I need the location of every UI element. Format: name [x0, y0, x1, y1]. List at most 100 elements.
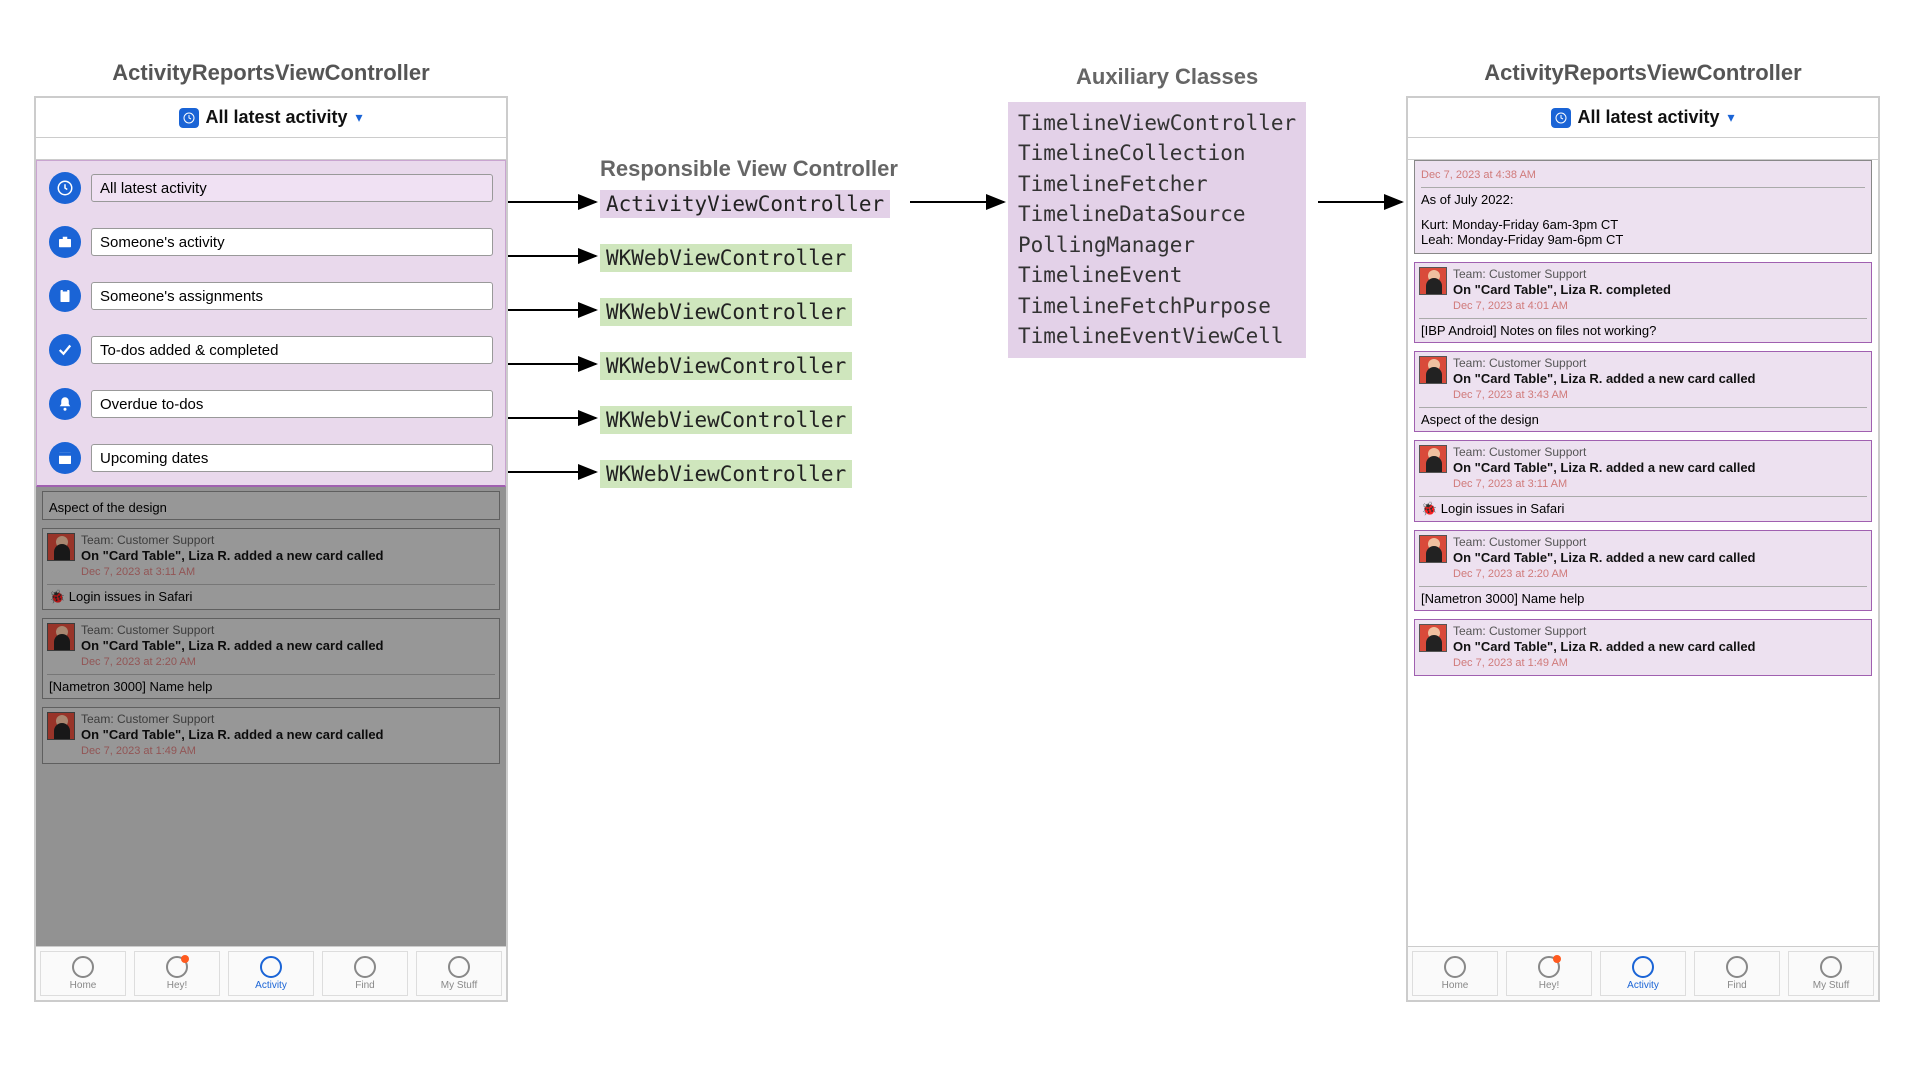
- check-icon: [49, 334, 81, 366]
- dropdown-label: All latest activity: [91, 174, 493, 202]
- feed-row[interactable]: Team: Customer Support On "Card Table", …: [1414, 530, 1872, 611]
- feed-team: Team: Customer Support: [81, 623, 384, 638]
- bell-icon: [49, 388, 81, 420]
- feed-row[interactable]: Team: Customer Support On "Card Table", …: [1414, 619, 1872, 676]
- feed-row[interactable]: Team: Customer Support On "Card Table", …: [1414, 351, 1872, 432]
- feed-row[interactable]: Team: Customer Support On "Card Table", …: [1414, 440, 1872, 522]
- dropdown-item-todos[interactable]: To-dos added & completed: [37, 323, 505, 377]
- feed-main: On "Card Table", Liza R. added a new car…: [81, 727, 384, 743]
- asof-line1: Kurt: Monday-Friday 6am-3pm CT: [1421, 217, 1865, 232]
- dropdown-label: To-dos added & completed: [91, 336, 493, 364]
- tab-label: Activity: [1627, 980, 1659, 991]
- feed-team: Team: Customer Support: [1453, 356, 1756, 371]
- chevron-down-icon[interactable]: ▾: [1728, 109, 1735, 126]
- tab-find[interactable]: Find: [1694, 951, 1780, 996]
- tab-label: Find: [1727, 980, 1746, 991]
- avatar: [1419, 535, 1447, 563]
- feed-team: Team: Customer Support: [81, 533, 384, 548]
- feed-body: 🐞 Login issues in Safari: [1419, 496, 1867, 517]
- clock-icon: [49, 172, 81, 204]
- feed-team: Team: Customer Support: [81, 712, 384, 727]
- feed-body: Aspect of the design: [47, 496, 495, 515]
- dropdown-item-someones-assignments[interactable]: Someone's assignments: [37, 269, 505, 323]
- dropdown-label: Overdue to-dos: [91, 390, 493, 418]
- topbar-label[interactable]: All latest activity: [205, 107, 347, 128]
- feed-main: On "Card Table", Liza R. added a new car…: [81, 548, 384, 564]
- tab-hey[interactable]: Hey!: [1506, 951, 1592, 996]
- feed-main: On "Card Table", Liza R. added a new car…: [1453, 550, 1756, 566]
- topbar: All latest activity ▾: [36, 98, 506, 138]
- aux-class: PollingManager: [1018, 230, 1296, 260]
- activity-tab-icon: [1632, 956, 1654, 978]
- clipboard-icon: [49, 280, 81, 312]
- feed-main: On "Card Table", Liza R. added a new car…: [1453, 639, 1756, 655]
- avatar: [47, 533, 75, 561]
- tab-label: My Stuff: [441, 980, 478, 991]
- responsible-label: Responsible View Controller: [600, 156, 898, 182]
- dropdown-label: Someone's assignments: [91, 282, 493, 310]
- feed-team: Team: Customer Support: [1453, 267, 1671, 282]
- feed-row[interactable]: Team: Customer Support On "Card Table", …: [42, 707, 500, 764]
- topbar: All latest activity ▾: [1408, 98, 1878, 138]
- hey-icon: [1538, 956, 1560, 978]
- vc-activity: ActivityViewController: [600, 190, 890, 218]
- home-icon: [1444, 956, 1466, 978]
- feed-body: [Nametron 3000] Name help: [1419, 586, 1867, 606]
- feed-row[interactable]: Team: Customer Support On "Card Table", …: [42, 618, 500, 699]
- aux-class: TimelineEventViewCell: [1018, 321, 1296, 351]
- vc-wk-5: WKWebViewController: [600, 460, 852, 488]
- feed-row[interactable]: Team: Customer Support On "Card Table", …: [1414, 262, 1872, 343]
- activity-icon: [1551, 108, 1571, 128]
- right-phone: All latest activity ▾ Dec 7, 2023 at 4:3…: [1406, 96, 1880, 1002]
- mystuff-icon: [448, 956, 470, 978]
- tab-activity[interactable]: Activity: [228, 951, 314, 996]
- vc-wk-4: WKWebViewController: [600, 406, 852, 434]
- auxiliary-label: Auxiliary Classes: [1076, 64, 1258, 90]
- calendar-icon: [49, 442, 81, 474]
- feed-team: Team: Customer Support: [1453, 624, 1756, 639]
- avatar: [1419, 624, 1447, 652]
- feed-date: Dec 7, 2023 at 4:01 AM: [1453, 300, 1671, 314]
- briefcase-icon: [49, 226, 81, 258]
- aux-class: TimelineFetchPurpose: [1018, 291, 1296, 321]
- left-phone-title: ActivityReportsViewController: [34, 60, 508, 86]
- avatar: [1419, 445, 1447, 473]
- asof-date: Dec 7, 2023 at 4:38 AM: [1421, 169, 1865, 181]
- tab-home[interactable]: Home: [40, 951, 126, 996]
- tab-label: Find: [355, 980, 374, 991]
- tab-label: Hey!: [1539, 980, 1560, 991]
- feed-main: On "Card Table", Liza R. added a new car…: [1453, 371, 1756, 387]
- vc-wk-1: WKWebViewController: [600, 244, 852, 272]
- tab-hey[interactable]: Hey!: [134, 951, 220, 996]
- vc-wk-2: WKWebViewController: [600, 298, 852, 326]
- dropdown-item-all-latest[interactable]: All latest activity: [37, 161, 505, 215]
- tab-activity[interactable]: Activity: [1600, 951, 1686, 996]
- feed-date: Dec 7, 2023 at 2:20 AM: [1453, 568, 1756, 582]
- activity-icon: [179, 108, 199, 128]
- feed-row: Aspect of the design: [42, 491, 500, 520]
- chevron-down-icon[interactable]: ▾: [356, 109, 363, 126]
- avatar: [47, 712, 75, 740]
- feed-date: Dec 7, 2023 at 3:43 AM: [1453, 389, 1756, 403]
- aux-class: TimelineDataSource: [1018, 199, 1296, 229]
- feed-body: [Nametron 3000] Name help: [47, 674, 495, 694]
- tab-find[interactable]: Find: [322, 951, 408, 996]
- tab-home[interactable]: Home: [1412, 951, 1498, 996]
- tab-label: Home: [70, 980, 97, 991]
- aux-class: TimelineEvent: [1018, 260, 1296, 290]
- subbar: [36, 138, 506, 160]
- tab-label: Home: [1442, 980, 1469, 991]
- tab-label: Activity: [255, 980, 287, 991]
- feed-row[interactable]: Team: Customer Support On "Card Table", …: [42, 528, 500, 610]
- feed-team: Team: Customer Support: [1453, 535, 1756, 550]
- tab-mystuff[interactable]: My Stuff: [1788, 951, 1874, 996]
- tab-label: Hey!: [167, 980, 188, 991]
- tab-mystuff[interactable]: My Stuff: [416, 951, 502, 996]
- tabbar: Home Hey! Activity Find My Stuff: [1408, 946, 1878, 1000]
- topbar-label[interactable]: All latest activity: [1577, 107, 1719, 128]
- dropdown-item-upcoming[interactable]: Upcoming dates: [37, 431, 505, 485]
- dropdown-item-overdue[interactable]: Overdue to-dos: [37, 377, 505, 431]
- dropdown-item-someones-activity[interactable]: Someone's activity: [37, 215, 505, 269]
- feed-team: Team: Customer Support: [1453, 445, 1756, 460]
- feed-body: 🐞 Login issues in Safari: [47, 584, 495, 605]
